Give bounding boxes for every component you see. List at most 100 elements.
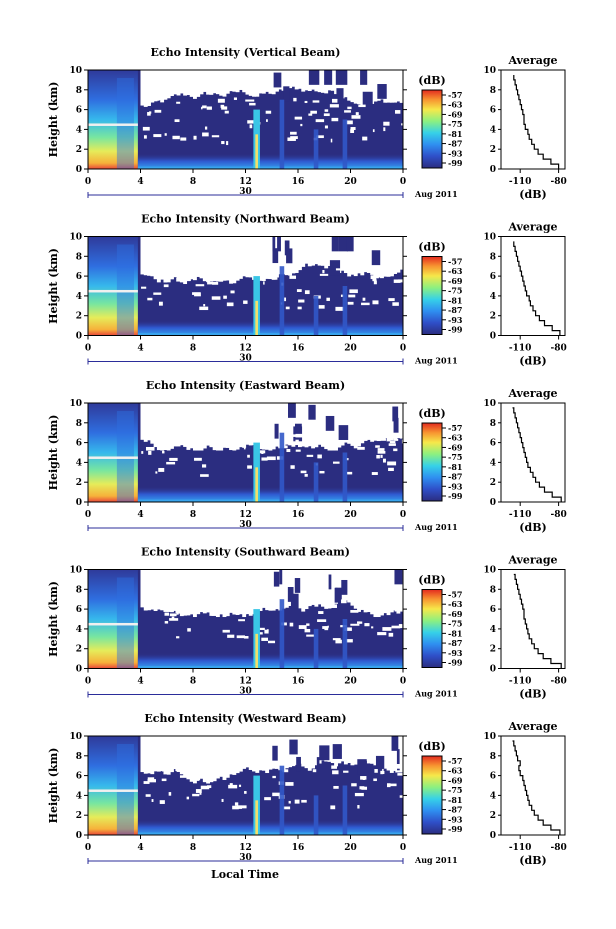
profile-x-label: (dB) [519, 854, 546, 867]
colorbar-tick-label: -99 [448, 325, 463, 335]
profile-x-tick-label: -110 [509, 510, 532, 520]
y-tick-label: 6 [76, 772, 82, 782]
x-tick-label: 0 [85, 843, 91, 853]
x-tick-label: 0 [85, 510, 91, 520]
bright-band-line [88, 622, 138, 626]
panel-5: Echo Intensity (Westward Beam) 0 2 4 6 8 10 Hei… [47, 712, 567, 867]
profile-y-tick-label: 4 [490, 458, 496, 468]
x-tick-label: 4 [137, 677, 143, 687]
y-tick-label: 4 [76, 458, 82, 468]
colorbar-tick-label: -69 [448, 609, 463, 619]
day-label: 30 [239, 853, 252, 863]
colorbar-tick-label: -75 [448, 286, 462, 296]
profile-y-tick-label: 8 [490, 252, 496, 262]
x-tick-label: 20 [344, 677, 357, 687]
colorbar-tick-label: -69 [448, 442, 463, 452]
profile-y-tick-label: 2 [490, 312, 496, 322]
colorbar-tick-label: -99 [448, 491, 463, 501]
profile-y-tick-label: 2 [490, 645, 496, 655]
y-axis-label: Height (km) [47, 748, 60, 824]
profile-x-tick-label: -80 [550, 344, 566, 354]
colorbar-label: (dB) [418, 241, 445, 254]
profile-x-tick-label: -110 [509, 843, 532, 853]
y-tick-label: 10 [69, 566, 82, 576]
profile-y-tick-label: 0 [490, 332, 496, 342]
day-label: 30 [239, 187, 252, 197]
day-label: 30 [239, 520, 252, 530]
x-tick-label: 8 [190, 177, 196, 187]
boundary-layer-echo [137, 652, 403, 669]
y-tick-label: 8 [76, 86, 82, 96]
x-tick-label: 20 [344, 510, 357, 520]
panel-title: Echo Intensity (Southward Beam) [141, 546, 350, 559]
profile-y-tick-label: 4 [490, 292, 496, 302]
profile-y-tick-label: 4 [490, 625, 496, 635]
profile-title: Average [507, 387, 557, 400]
y-tick-label: 4 [76, 791, 82, 801]
colorbar-tick-label: -99 [448, 824, 463, 834]
colorbar-tick-label: -99 [448, 158, 463, 168]
profile-y-tick-label: 2 [490, 145, 496, 155]
day-label: 30 [239, 687, 252, 697]
colorbar-tick-label: -69 [448, 775, 463, 785]
no-data-region [140, 403, 411, 477]
intense-echo-column [88, 70, 138, 169]
colorbar-label: (dB) [418, 407, 445, 420]
colorbar [421, 256, 443, 335]
colorbar-tick-label: -93 [448, 315, 463, 325]
y-tick-label: 0 [76, 498, 82, 508]
profile-title: Average [507, 54, 557, 67]
profile-title: Average [507, 720, 557, 733]
no-data-region [140, 569, 409, 644]
profile-y-tick-label: 8 [490, 752, 496, 762]
profile-y-tick-label: 8 [490, 419, 496, 429]
x-tick-label: 16 [292, 510, 305, 520]
x-tick-label: 4 [137, 843, 143, 853]
y-tick-label: 2 [76, 645, 82, 655]
intense-echo-column [88, 236, 138, 336]
profile-y-tick-label: 8 [490, 585, 496, 595]
colorbar-tick-label: -87 [448, 638, 462, 648]
x-tick-label: 4 [137, 177, 143, 187]
x-tick-label: 16 [292, 344, 305, 354]
x-tick-label: 8 [190, 344, 196, 354]
y-tick-label: 8 [76, 252, 82, 262]
colorbar-tick-label: -75 [448, 785, 462, 795]
colorbar-tick-label: -93 [448, 481, 463, 491]
colorbar-tick-label: -57 [448, 90, 462, 100]
y-tick-label: 10 [69, 66, 82, 76]
colorbar-tick-label: -99 [448, 658, 463, 668]
x-tick-label: 20 [344, 177, 357, 187]
average-profile-line [512, 407, 562, 502]
no-data-region [140, 736, 409, 810]
colorbar-tick-label: -81 [448, 462, 462, 472]
y-tick-label: 6 [76, 605, 82, 615]
y-tick-label: 0 [76, 332, 82, 342]
profile-title: Average [507, 554, 557, 567]
colorbar-tick-label: -87 [448, 472, 462, 482]
y-tick-label: 0 [76, 165, 82, 175]
profile-x-tick-label: -80 [550, 843, 566, 853]
profile-y-tick-label: 10 [483, 399, 496, 409]
profile-x-label: (dB) [519, 688, 546, 701]
colorbar-tick-label: -69 [448, 276, 463, 286]
average-profile-line [512, 740, 561, 835]
y-tick-label: 10 [69, 732, 82, 742]
profile-y-tick-label: 6 [490, 272, 496, 282]
profile-frame [500, 402, 566, 503]
profile-y-tick-label: 10 [483, 732, 496, 742]
y-tick-label: 4 [76, 125, 82, 135]
no-data-region [140, 236, 409, 311]
colorbar-tick-label: -93 [448, 148, 463, 158]
x-tick-label: 20 [344, 344, 357, 354]
x-tick-label: 0 [85, 177, 91, 187]
profile-y-tick-label: 0 [490, 831, 496, 841]
colorbar-tick-label: -87 [448, 139, 462, 149]
y-tick-label: 10 [69, 399, 82, 409]
y-tick-label: 4 [76, 625, 82, 635]
profile-x-label: (dB) [519, 188, 546, 201]
y-axis-label: Height (km) [47, 581, 60, 657]
x-tick-label: 16 [292, 843, 305, 853]
panel-title: Echo Intensity (Vertical Beam) [150, 46, 340, 59]
x-tick-label: 12 [239, 510, 252, 520]
